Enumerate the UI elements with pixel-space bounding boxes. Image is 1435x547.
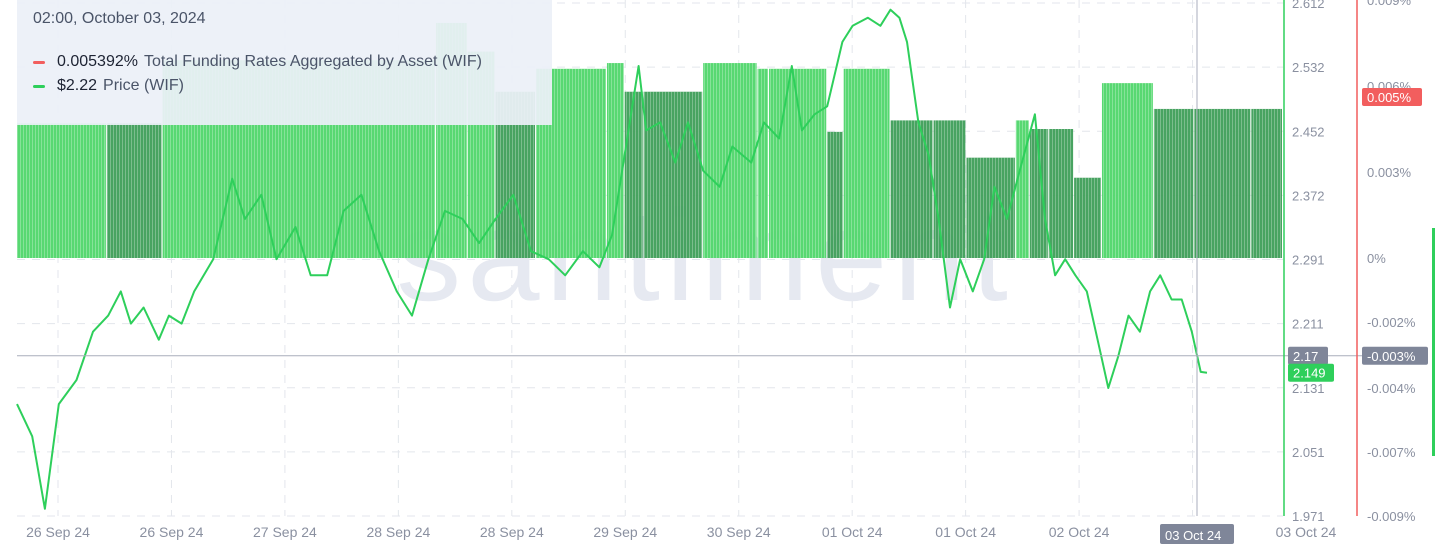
funding-legend-dash [33,60,45,64]
funding-tick-label: -0.004% [1367,381,1416,396]
funding-bar-texture [1074,177,1101,258]
x-tick-label: 28 Sep 24 [480,524,544,540]
x-tick-label: 26 Sep 24 [140,524,204,540]
price-tick-label: 1.971 [1292,509,1325,524]
funding-bar-texture [606,63,624,258]
funding-bar-texture [1194,108,1251,258]
tooltip-funding-value: 0.005392% [57,53,138,70]
tooltip-row-funding: 0.005392% Total Funding Rates Aggregated… [33,50,536,74]
price-tick-label: 2.211 [1292,317,1324,332]
tooltip-row-price: $2.22 Price (WIF) [33,74,536,98]
right-edge-indicator [1432,228,1435,456]
price-tick-label: 2.051 [1292,445,1325,460]
price-line [16,8,1208,510]
tooltip-price-label: Price (WIF) [103,77,184,94]
x-tick-label: 30 Sep 24 [707,524,771,540]
funding-bar-texture [843,68,890,258]
x-tick-label: 29 Sep 24 [593,524,657,540]
funding-current-badge-text: 0.005% [1367,90,1412,105]
funding-crosshair-badge-bg [1362,346,1428,365]
funding-tick-label: 0.003% [1367,165,1412,180]
funding-bar-texture [106,123,162,259]
x-tick-label: 01 Oct 24 [822,524,883,540]
funding-current-badge-bg [1362,88,1422,106]
price-tick-label: 2.372 [1292,188,1325,203]
funding-bar-texture [1048,129,1074,258]
funding-bar-texture [757,68,769,258]
funding-bar-texture [1015,120,1029,259]
price-crosshair-badge-text: 2.17 [1293,349,1318,364]
funding-bar-texture [890,120,933,259]
price-last-badge-text: 2.149 [1293,366,1326,381]
funding-tick-label: 0% [1367,251,1386,266]
funding-tick-label: -0.007% [1367,445,1416,460]
x-tick-label: 02 Oct 24 [1049,524,1110,540]
funding-bar-texture [643,91,703,258]
funding-bar-texture [1251,108,1282,258]
x-tick-label: 03 Oct 24 [1276,524,1337,540]
date-crosshair-badge-bg [1160,524,1234,544]
tooltip-date: 02:00, October 03, 2024 [33,10,206,27]
funding-tick-label: -0.009% [1367,509,1416,524]
funding-bar-texture [933,120,966,259]
x-tick-label: 26 Sep 24 [26,524,90,540]
funding-bar-texture [17,123,106,259]
x-tick-label: 27 Sep 24 [253,524,317,540]
funding-crosshair-badge-text: -0.003% [1367,349,1416,364]
funding-bar-texture [827,131,843,258]
funding-tick-label: -0.002% [1367,315,1416,330]
price-tick-label: 2.532 [1292,60,1325,75]
x-tick-label: 01 Oct 24 [935,524,996,540]
tooltip-funding-label: Total Funding Rates Aggregated by Asset … [143,53,482,70]
price-last-badge-bg [1288,363,1334,382]
date-crosshair-badge-text: 03 Oct 24 [1165,528,1221,543]
tooltip-price-value: $2.22 [57,77,98,94]
price-tick-label: 2.612 [1292,0,1325,11]
price-legend-dash [33,84,45,88]
funding-bar-texture [1153,108,1194,258]
price-crosshair-badge-bg [1288,346,1328,365]
funding-bar-texture [624,91,643,258]
price-tick-label: 2.131 [1292,381,1325,396]
funding-tick-label: 0.009% [1367,0,1412,8]
funding-bar-texture [1029,129,1048,258]
price-tick-label: 2.452 [1292,124,1325,139]
x-tick-label: 28 Sep 24 [366,524,430,540]
funding-bar-texture [1101,83,1153,258]
price-tick-label: 2.291 [1292,253,1325,268]
tooltip-panel: 02:00, October 03, 2024 0.005392% Total … [17,0,552,125]
